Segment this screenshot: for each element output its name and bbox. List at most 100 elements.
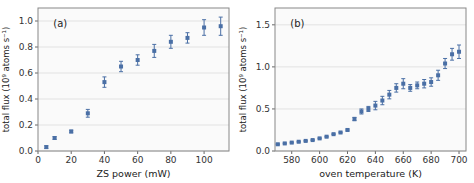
point bbox=[352, 117, 356, 121]
tick-label: 0.8 bbox=[19, 42, 34, 52]
tick-label: 700 bbox=[450, 155, 467, 165]
point bbox=[136, 58, 140, 62]
grid-line bbox=[275, 108, 466, 109]
error-bar bbox=[366, 106, 370, 111]
tick-label: 640 bbox=[367, 155, 384, 165]
tick-label: 20 bbox=[65, 155, 77, 165]
point bbox=[304, 139, 308, 143]
tick-label: 0.2 bbox=[19, 120, 33, 130]
point bbox=[422, 82, 426, 86]
point bbox=[332, 132, 336, 136]
tick-label: 60 bbox=[132, 155, 144, 165]
point bbox=[325, 135, 329, 139]
tick-label: 1.5 bbox=[256, 20, 270, 30]
error-bar bbox=[380, 96, 384, 104]
point bbox=[290, 141, 294, 145]
error-bar bbox=[44, 146, 48, 149]
point bbox=[345, 128, 349, 132]
grid-line bbox=[38, 125, 229, 126]
panel-label: (b) bbox=[290, 18, 304, 29]
point bbox=[373, 104, 377, 108]
error-bar bbox=[450, 48, 454, 60]
point bbox=[401, 82, 405, 86]
point bbox=[359, 109, 363, 113]
error-bar bbox=[169, 35, 173, 48]
point bbox=[408, 86, 412, 90]
tick-label: 660 bbox=[395, 155, 412, 165]
point bbox=[415, 83, 419, 87]
point bbox=[69, 130, 73, 134]
tick-label: 1.0 bbox=[19, 16, 34, 26]
error-bar bbox=[202, 20, 206, 36]
point bbox=[387, 93, 391, 97]
point bbox=[102, 80, 106, 84]
marks bbox=[44, 17, 222, 149]
tick-label: 0.0 bbox=[19, 146, 34, 156]
marks bbox=[276, 45, 461, 146]
error-bar bbox=[53, 137, 57, 140]
panel: 0.0 0.2 0.4 0.6 0.8 1.0 0 20 40 60 80 100 (a) ZS powe… bbox=[1, 8, 229, 179]
point bbox=[202, 26, 206, 30]
figure: 0.0 0.2 0.4 0.6 0.8 1.0 0 20 40 60 80 100 (a) ZS powe… bbox=[0, 0, 474, 183]
frame bbox=[275, 8, 466, 151]
y-axis-label: total flux (10⁹ atoms s⁻¹) bbox=[1, 27, 11, 133]
error-bar bbox=[429, 78, 433, 86]
error-bar bbox=[387, 90, 391, 98]
error-bar bbox=[219, 17, 223, 35]
point bbox=[436, 73, 440, 77]
error-bar bbox=[152, 44, 156, 57]
error-bar bbox=[436, 70, 440, 80]
error-bar bbox=[373, 101, 377, 109]
point bbox=[457, 50, 461, 54]
plot-area bbox=[275, 8, 466, 151]
point bbox=[185, 36, 189, 40]
frame bbox=[38, 8, 229, 151]
tick-label: 100 bbox=[195, 155, 212, 165]
grid-line bbox=[38, 99, 229, 100]
tick-label: 0.0 bbox=[256, 146, 271, 156]
error-bar bbox=[359, 109, 363, 114]
point bbox=[311, 138, 315, 142]
error-bar bbox=[102, 77, 106, 87]
x-axis-label: ZS power (mW) bbox=[96, 168, 170, 179]
error-bar bbox=[136, 55, 140, 65]
point bbox=[276, 142, 280, 146]
point bbox=[450, 52, 454, 56]
point bbox=[380, 99, 384, 103]
point bbox=[339, 130, 343, 134]
error-bar bbox=[86, 109, 90, 117]
tick-label: 680 bbox=[423, 155, 440, 165]
error-bar bbox=[401, 79, 405, 89]
point bbox=[169, 40, 173, 44]
panel: 0.00.51.01.5580600620640660680700(b)oven… bbox=[238, 8, 468, 179]
error-bar bbox=[408, 85, 412, 92]
point bbox=[152, 49, 156, 53]
tick-label: 0 bbox=[35, 155, 41, 165]
plot-area bbox=[38, 8, 229, 151]
point bbox=[429, 80, 433, 84]
grid-line bbox=[38, 47, 229, 48]
point bbox=[297, 140, 301, 144]
tick-label: 80 bbox=[165, 155, 177, 165]
error-bar bbox=[69, 130, 73, 133]
tick-label: 0.4 bbox=[19, 94, 34, 104]
point bbox=[219, 24, 223, 28]
tick-label: 620 bbox=[339, 155, 356, 165]
error-bar bbox=[415, 82, 419, 89]
grid-line bbox=[275, 66, 466, 67]
point bbox=[283, 141, 287, 145]
tick-label: 600 bbox=[311, 155, 328, 165]
point bbox=[443, 62, 447, 66]
error-bar bbox=[185, 33, 189, 43]
tick-label: 40 bbox=[99, 155, 111, 165]
error-bar bbox=[352, 117, 356, 120]
panel-label: (a) bbox=[53, 18, 67, 29]
point bbox=[394, 86, 398, 90]
tick-label: 1.0 bbox=[256, 62, 271, 72]
error-bar bbox=[443, 58, 447, 68]
tick-label: 580 bbox=[283, 155, 300, 165]
tick-label: 0.6 bbox=[19, 68, 34, 78]
point bbox=[44, 145, 48, 149]
x-axis-label: oven temperature (K) bbox=[319, 168, 422, 179]
point bbox=[366, 107, 370, 111]
